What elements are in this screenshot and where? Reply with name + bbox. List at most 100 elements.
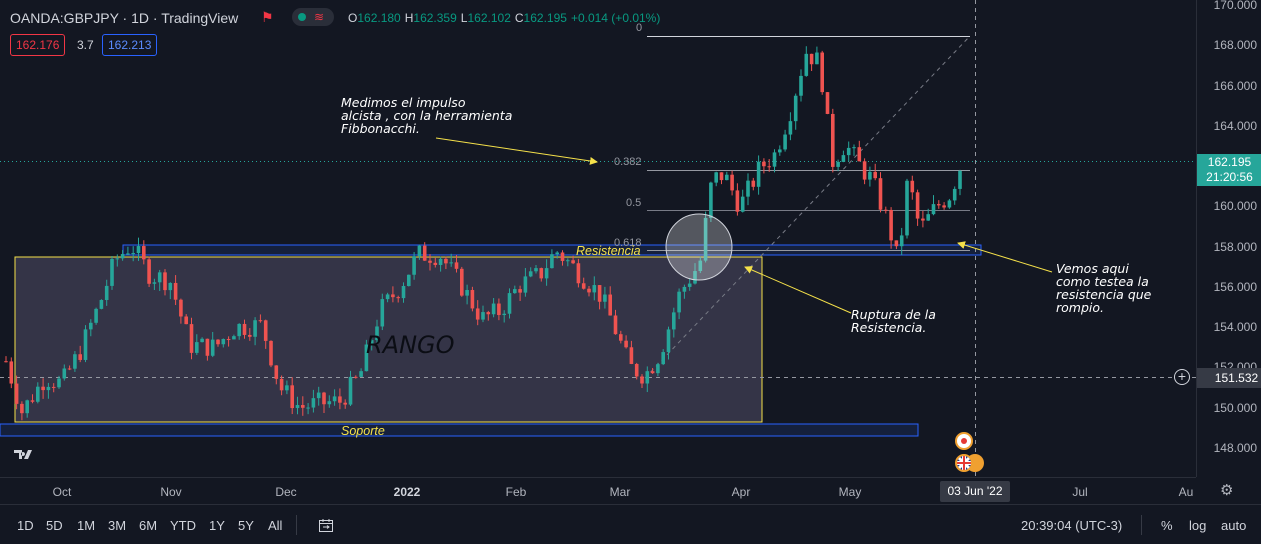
wave-icon: ≋ [314, 10, 325, 24]
bid-price-box[interactable]: 162.176 [10, 34, 66, 56]
log-scale-toggle[interactable]: log [1189, 518, 1207, 533]
price-axis[interactable]: 170.000168.000166.000164.000162.000160.0… [1196, 0, 1261, 477]
fib-trend-line [644, 35, 971, 379]
candle-up [407, 274, 411, 287]
ohlc-key: C [514, 11, 524, 25]
candle-down [809, 53, 814, 65]
candle-down [475, 308, 480, 320]
candle-up [380, 299, 385, 327]
flag-icon[interactable]: ⚑ [261, 9, 274, 25]
candle-up [709, 182, 713, 218]
candle-down [391, 294, 395, 298]
timeframe-5d[interactable]: 5D [46, 518, 63, 533]
candle-up [168, 282, 173, 291]
candle-up [481, 312, 485, 320]
candle-up [693, 271, 697, 284]
timeframe-5y[interactable]: 5Y [238, 518, 254, 533]
candle-up [385, 294, 390, 300]
candle-down [274, 365, 279, 379]
spread-value: 3.7 [77, 38, 94, 52]
candle-up [740, 196, 745, 212]
clock-timezone[interactable]: 20:39:04 (UTC-3) [1021, 518, 1123, 533]
timeframe-1d[interactable]: 1D [17, 518, 34, 533]
soporte-label: Soporte [341, 424, 385, 438]
fib-level-0618: 0.618 [614, 237, 642, 249]
candle-up [666, 329, 671, 353]
candle-up [603, 294, 607, 302]
candle-up [364, 344, 369, 372]
candle-up [687, 283, 692, 287]
market-open-dot-icon [298, 13, 306, 21]
timeframe-3m[interactable]: 3M [108, 518, 127, 533]
candle-down [30, 400, 35, 402]
time-axis[interactable]: Oct Nov Dec 2022 Feb Mar Apr May Jul Au 03 Jun '2… [0, 477, 1233, 504]
japan-flag-event-icon[interactable] [955, 432, 973, 450]
last-price-tag: 162.195 21:20:56 [1197, 154, 1261, 186]
gear-icon[interactable]: ⚙ [1220, 482, 1234, 499]
candle-up [110, 258, 114, 286]
candle-down [624, 340, 628, 348]
candle-up [788, 121, 793, 135]
candle-up [502, 313, 506, 316]
market-status-pill[interactable]: ≋ [292, 8, 334, 26]
time-axis-label: Mar [609, 485, 631, 499]
auto-scale-toggle[interactable]: auto [1221, 518, 1247, 533]
candle-down [428, 260, 432, 263]
candle-down [67, 368, 72, 370]
symbol-title[interactable]: OANDA:GBPJPY · 1D · TradingView [10, 10, 239, 26]
candle-down [258, 320, 263, 322]
candle-up [793, 95, 798, 122]
candle-up [544, 268, 549, 279]
candle-down [338, 396, 342, 403]
candle-up [316, 392, 321, 399]
calendar-range-icon[interactable] [318, 517, 334, 533]
candle-up [661, 352, 665, 365]
chart-area[interactable]: OANDA:GBPJPY · 1D · TradingView ⚑ ≋ O162… [0, 0, 1196, 477]
fib-level-0382: 0.382 [614, 156, 642, 168]
candle-up [698, 260, 703, 272]
timeframe-all[interactable]: All [268, 518, 283, 533]
fib-level-0: 0 [636, 22, 643, 34]
candle-up [295, 405, 300, 409]
breakout-highlight-circle [665, 213, 733, 281]
candle-down [820, 52, 824, 93]
candle-down [894, 240, 899, 247]
candle-up [157, 272, 162, 283]
candle-down [142, 246, 146, 260]
candle-up [836, 161, 840, 167]
candlestick-chart[interactable] [0, 0, 1196, 477]
uk-flag-event-icon[interactable] [955, 454, 973, 472]
time-axis-label: Dec [275, 485, 297, 499]
ask-price-box[interactable]: 162.213 [102, 34, 158, 56]
candle-down [343, 402, 347, 405]
crosshair-price-tag: 151.532 [1197, 368, 1261, 388]
percent-scale-toggle[interactable]: % [1161, 518, 1173, 533]
candle-down [20, 403, 24, 414]
plus-circle-icon[interactable]: + [1174, 369, 1190, 385]
candle-up [868, 171, 872, 180]
timeframe-6m[interactable]: 6M [139, 518, 158, 533]
candle-up [306, 407, 310, 409]
resistencia-label: Resistencia [576, 244, 641, 258]
candle-down [290, 385, 294, 409]
timeframe-ytd[interactable]: YTD [170, 518, 196, 533]
price-tick-label: 148.000 [1213, 440, 1257, 455]
candle-down [597, 285, 602, 302]
candle-up [25, 400, 29, 414]
candle-up [327, 401, 332, 405]
candle-up [899, 235, 904, 247]
candle-down [179, 299, 183, 317]
candle-down [433, 262, 438, 265]
timeframe-1m[interactable]: 1M [77, 518, 96, 533]
candle-up [772, 152, 777, 167]
candle-up [714, 172, 718, 183]
candle-down [862, 161, 867, 180]
timeframe-1y[interactable]: 1Y [209, 518, 225, 533]
candle-up [926, 214, 930, 221]
tradingview-logo-icon[interactable] [12, 446, 38, 462]
price-tick-label: 156.000 [1213, 279, 1257, 294]
candle-up [36, 386, 40, 402]
candle-down [915, 192, 920, 219]
candle-up [677, 291, 681, 313]
bottom-toolbar: 1D 5D 1M 3M 6M YTD 1Y 5Y All 20:39:04 (UTC-3) % … [0, 504, 1261, 544]
